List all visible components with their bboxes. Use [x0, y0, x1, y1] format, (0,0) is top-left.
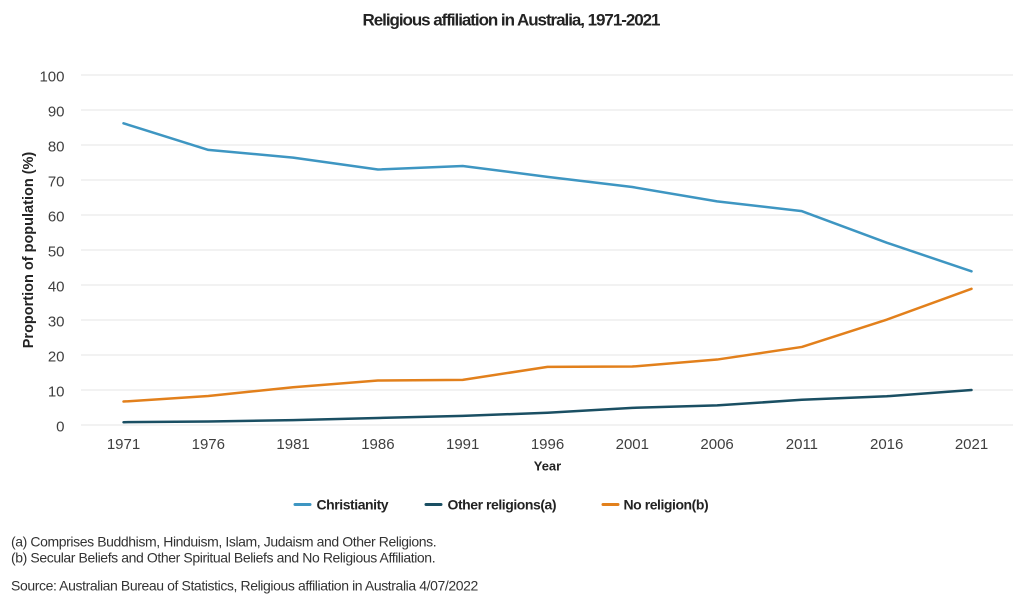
- svg-text:Year: Year: [534, 459, 561, 474]
- svg-text:1976: 1976: [192, 436, 225, 453]
- svg-text:No religion(b): No religion(b): [624, 497, 709, 513]
- svg-text:2006: 2006: [700, 436, 733, 453]
- svg-text:80: 80: [48, 139, 65, 156]
- svg-text:Religious affiliation in Austr: Religious affiliation in Australia, 1971…: [363, 11, 661, 30]
- svg-text:(a) Comprises Buddhism, Hindui: (a) Comprises Buddhism, Hinduism, Islam,…: [11, 534, 436, 550]
- svg-text:60: 60: [48, 209, 65, 226]
- svg-text:2021: 2021: [955, 436, 988, 453]
- svg-text:1991: 1991: [446, 436, 479, 453]
- svg-text:Source: Australian Bureau of S: Source: Australian Bureau of Statistics,…: [11, 578, 479, 594]
- svg-text:Other religions(a): Other religions(a): [448, 497, 557, 513]
- svg-text:1986: 1986: [361, 436, 394, 453]
- svg-text:Christianity: Christianity: [317, 497, 389, 513]
- svg-text:20: 20: [48, 349, 65, 366]
- svg-text:90: 90: [48, 104, 65, 121]
- svg-text:50: 50: [48, 244, 65, 261]
- svg-text:30: 30: [48, 314, 65, 331]
- svg-text:2016: 2016: [870, 436, 903, 453]
- svg-text:2011: 2011: [786, 436, 818, 453]
- svg-text:1981: 1981: [276, 436, 309, 453]
- svg-text:10: 10: [48, 384, 65, 401]
- svg-text:Proportion of population (%): Proportion of population (%): [21, 152, 37, 349]
- svg-text:(b) Secular Beliefs and Other: (b) Secular Beliefs and Other Spiritual …: [11, 550, 435, 566]
- svg-text:100: 100: [39, 69, 64, 86]
- svg-text:40: 40: [48, 279, 65, 296]
- svg-text:2001: 2001: [616, 436, 649, 453]
- svg-text:1996: 1996: [531, 436, 564, 453]
- svg-text:1971: 1971: [107, 436, 140, 453]
- svg-text:70: 70: [48, 174, 65, 191]
- svg-text:0: 0: [56, 419, 64, 436]
